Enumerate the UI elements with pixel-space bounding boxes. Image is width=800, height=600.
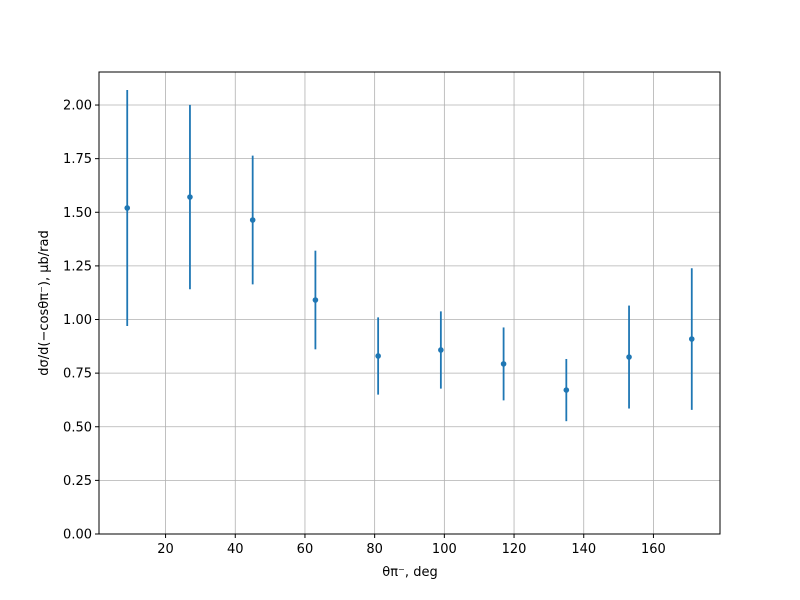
data-point	[563, 387, 570, 393]
data-point	[626, 354, 632, 360]
y-tick-label: 0.75	[63, 367, 92, 382]
data-point	[375, 353, 381, 359]
y-tick-label: 0.00	[63, 528, 92, 543]
y-tick-label: 1.50	[63, 206, 92, 221]
data-point	[688, 336, 695, 342]
data-point	[249, 217, 256, 223]
y-tick-label: 1.75	[63, 152, 92, 167]
y-tick-label: 2.00	[63, 99, 92, 114]
plot-frame	[98, 71, 721, 535]
data-point	[500, 361, 507, 367]
y-tick-label: 1.25	[63, 259, 92, 274]
x-axis-label: θπ⁻, deg	[382, 565, 437, 580]
x-tick-label: 120	[502, 542, 527, 557]
x-tick-label: 140	[571, 542, 596, 557]
x-tick-label: 60	[297, 542, 314, 557]
y-tick-label: 1.00	[63, 313, 92, 328]
data-point	[187, 194, 193, 200]
y-axis-label: dσ/d(−cosθπ⁻), μb/rad	[37, 230, 52, 375]
data-point	[312, 297, 319, 303]
y-tick-label: 0.25	[63, 474, 92, 489]
y-tick-label: 0.50	[63, 420, 92, 435]
x-tick-label: 160	[641, 542, 666, 557]
data-point	[438, 347, 444, 353]
data-point	[124, 205, 131, 211]
x-tick-label: 20	[157, 542, 174, 557]
x-tick-label: 100	[432, 542, 457, 557]
x-tick-label: 80	[366, 542, 383, 557]
x-tick-label: 40	[227, 542, 244, 557]
